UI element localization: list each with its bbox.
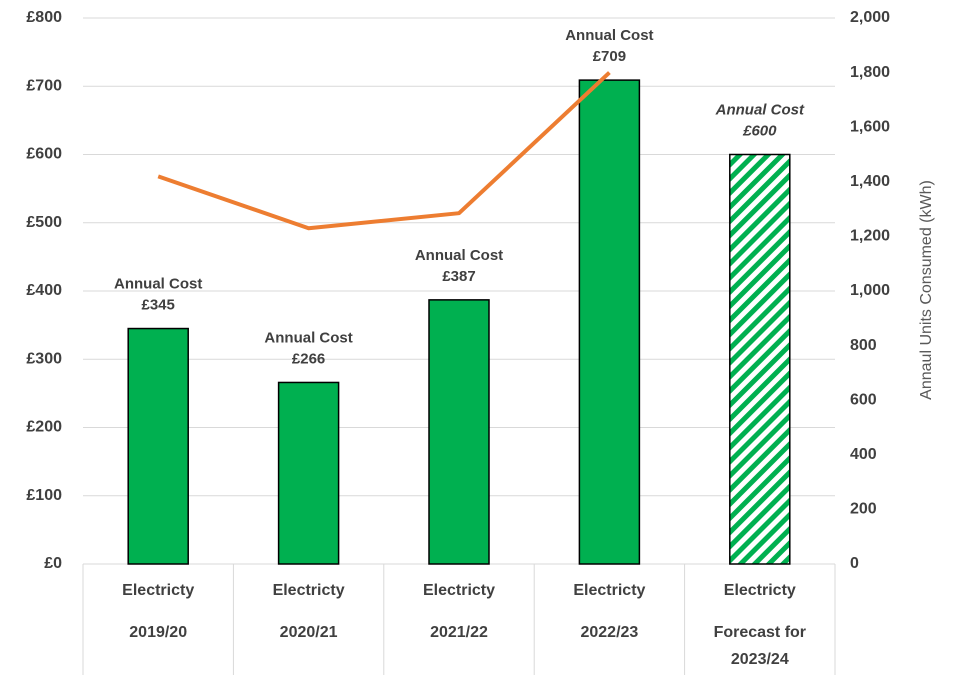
data-label: Annual Cost bbox=[415, 247, 503, 264]
y-tick-label: £500 bbox=[26, 214, 62, 231]
y2-tick-label: 2,000 bbox=[850, 9, 890, 26]
y2-tick-label: 1,600 bbox=[850, 118, 890, 135]
bar bbox=[428, 299, 490, 565]
y-tick-label: £0 bbox=[44, 555, 62, 572]
y2-tick-label: 1,400 bbox=[850, 173, 890, 190]
y-tick-label: £400 bbox=[26, 282, 62, 299]
y-tick-label: £800 bbox=[26, 9, 62, 26]
data-label: £345 bbox=[142, 297, 175, 314]
data-label: £266 bbox=[292, 350, 325, 367]
line bbox=[157, 71, 611, 231]
y2-tick-label: 400 bbox=[850, 446, 877, 463]
bar bbox=[729, 153, 791, 565]
x-tick-label: 2020/21 bbox=[280, 624, 338, 641]
data-label: Annual Cost bbox=[264, 329, 352, 346]
x-tick-label: Electricty bbox=[122, 582, 194, 599]
x-tick-label: Electricty bbox=[573, 582, 645, 599]
data-label: Annual Cost bbox=[114, 276, 202, 293]
y2-tick-label: 800 bbox=[850, 337, 877, 354]
x-tick-label: Forecast for bbox=[714, 624, 806, 641]
bar bbox=[277, 381, 340, 565]
y-tick-label: £700 bbox=[26, 77, 62, 94]
y-tick-label: £600 bbox=[26, 146, 62, 163]
y2-tick-label: 600 bbox=[850, 391, 877, 408]
data-label: £709 bbox=[593, 48, 626, 65]
y2-tick-label: 1,200 bbox=[850, 228, 890, 245]
x-tick-label: Electricty bbox=[423, 582, 495, 599]
y2-axis-label: Annaul Units Consumed (kWh) bbox=[918, 180, 935, 400]
data-label: £387 bbox=[442, 268, 475, 285]
x-tick-label: 2023/24 bbox=[731, 651, 789, 668]
data-label: Annual Cost bbox=[715, 101, 805, 118]
y-tick-label: £100 bbox=[26, 487, 62, 504]
x-tick-label: Electricty bbox=[273, 582, 345, 599]
x-tick-label: Electricty bbox=[724, 582, 796, 599]
bar bbox=[578, 79, 641, 565]
y-tick-label: £300 bbox=[26, 350, 62, 367]
y2-tick-label: 1,800 bbox=[850, 64, 890, 81]
x-tick-label: 2019/20 bbox=[129, 624, 187, 641]
bar bbox=[127, 327, 189, 565]
x-tick-label: 2022/23 bbox=[580, 624, 638, 641]
data-label: Annual Cost bbox=[565, 27, 653, 44]
y2-tick-label: 1,000 bbox=[850, 282, 890, 299]
y2-tick-label: 0 bbox=[850, 555, 859, 572]
data-label: £600 bbox=[742, 122, 777, 139]
y2-tick-label: 200 bbox=[850, 501, 877, 518]
x-tick-label: 2021/22 bbox=[430, 624, 488, 641]
y-tick-label: £200 bbox=[26, 419, 62, 436]
